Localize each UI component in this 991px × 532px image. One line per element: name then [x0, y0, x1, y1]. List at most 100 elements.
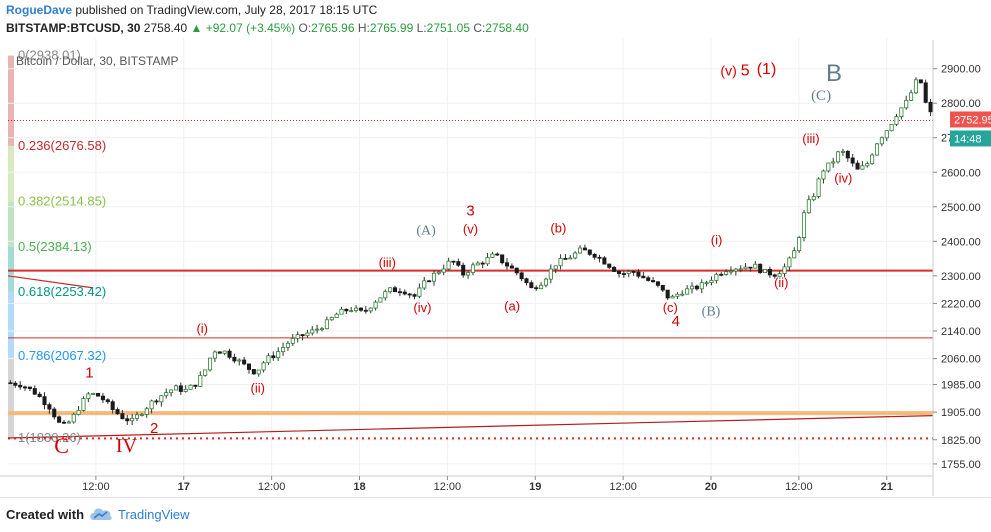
chart-title: Bitcoin / Dollar, 30, BITSTAMP: [16, 54, 179, 68]
candle-body: [534, 287, 539, 290]
candle-body: [646, 277, 651, 281]
candle-body: [208, 357, 213, 371]
candle-body: [865, 163, 870, 167]
candle-body: [767, 268, 772, 276]
candle-body: [509, 265, 514, 269]
publish-line: RogueDave published on TradingView.com, …: [6, 3, 377, 17]
candle-body: [831, 161, 836, 164]
candle-body: [232, 356, 237, 362]
time-tick-label: 17: [178, 481, 190, 493]
candle-body: [266, 355, 271, 364]
price-tag-label: 2752.95: [954, 114, 991, 126]
candle-body: [222, 350, 227, 354]
candle-body: [651, 280, 656, 283]
candle-body: [198, 374, 203, 387]
candle-body: [592, 253, 597, 258]
candle-body: [675, 293, 680, 297]
horizontal-levels: [8, 119, 933, 440]
candle-body: [563, 258, 568, 260]
candle-body: [91, 392, 96, 395]
candle-body: [246, 363, 252, 370]
candle-body: [558, 258, 563, 267]
candle-body: [159, 395, 164, 403]
fib-level-label: 0.382(2514.85): [18, 194, 106, 209]
candle-body: [597, 256, 602, 259]
candle-body: [100, 395, 105, 401]
candle-body: [621, 273, 626, 275]
footer-bar: Created with TradingView: [0, 497, 991, 532]
candle-body: [285, 342, 290, 348]
author-name[interactable]: RogueDave: [6, 3, 73, 17]
candle-body: [889, 123, 894, 132]
candle-body: [154, 400, 159, 403]
candle-body: [13, 382, 18, 386]
candle-body: [110, 401, 115, 410]
candle-body: [524, 278, 529, 284]
high-value: 2765.99: [369, 21, 414, 35]
price-axis[interactable]: 2900.002800.002700.002600.002500.002400.…: [932, 40, 991, 496]
candle-body: [612, 267, 617, 272]
candle-body: [76, 410, 81, 415]
trend-lines: [7, 275, 934, 439]
trend-line: [7, 414, 934, 439]
candle-body: [855, 162, 860, 170]
candle-body: [490, 253, 495, 258]
wave-label: B: [826, 60, 842, 87]
open-value: 2765.96: [311, 21, 355, 35]
close-label: C:: [473, 21, 486, 35]
candle-body: [845, 150, 850, 159]
price-tick-label: 1755.00: [941, 459, 981, 471]
candle-body: [363, 309, 368, 312]
candle-body: [431, 272, 437, 282]
price-tick-label: 1985.00: [941, 380, 981, 392]
candle-body: [319, 328, 325, 331]
tradingview-cloud-icon[interactable]: [88, 504, 114, 524]
wave-label: (i): [196, 321, 208, 336]
candle-body: [553, 265, 558, 270]
candle-body: [242, 359, 247, 365]
candle-body: [130, 417, 135, 422]
candle-body: [826, 162, 831, 172]
candle-body: [139, 414, 144, 416]
candle-body: [782, 266, 787, 274]
candle-body: [354, 307, 359, 311]
candle-body: [446, 260, 451, 270]
candle-body: [188, 384, 193, 390]
candle-body: [115, 409, 120, 415]
wave-label: 1: [85, 365, 93, 382]
fib-color-band: [8, 55, 14, 438]
candle-body: [840, 150, 845, 153]
candle-body: [685, 288, 690, 295]
candle-body: [271, 355, 276, 359]
close-value: 2758.40: [485, 21, 529, 35]
candle-body: [169, 389, 174, 394]
wave-label: (a): [504, 298, 520, 313]
fib-level-label: 0.5(2384.13): [18, 239, 92, 254]
time-tick-label: 21: [881, 481, 893, 493]
time-tick-label: 20: [705, 481, 717, 493]
time-axis[interactable]: 12:00 17 12:00 18 12:00 19 12:00 20 12:00 21: [0, 475, 933, 493]
price-tick-label: 2220.00: [941, 298, 981, 310]
candle-body: [261, 362, 266, 371]
candle-body: [860, 165, 865, 170]
fib-level-label: 1(1830.26): [18, 430, 81, 445]
tradingview-link[interactable]: TradingView: [118, 507, 190, 522]
price-tick-label: 2300.00: [941, 271, 981, 283]
candle-body: [393, 287, 398, 293]
created-with-text: Created with: [6, 507, 85, 522]
high-label: H:: [357, 21, 370, 35]
candle-body: [71, 413, 76, 423]
candle-body: [573, 252, 578, 259]
candle-body: [500, 254, 505, 264]
candle-body: [850, 157, 855, 164]
candle-body: [904, 99, 909, 109]
price-tick-label: 2140.00: [941, 326, 981, 338]
candle-body: [256, 369, 261, 375]
candle-body: [689, 285, 695, 290]
candle-body: [733, 268, 738, 272]
time-tick-label: 19: [529, 481, 541, 493]
symbol-name: BITSTAMP:BTCUSD, 30: [6, 21, 141, 35]
candle-body: [495, 253, 500, 256]
candle-body: [578, 247, 583, 254]
